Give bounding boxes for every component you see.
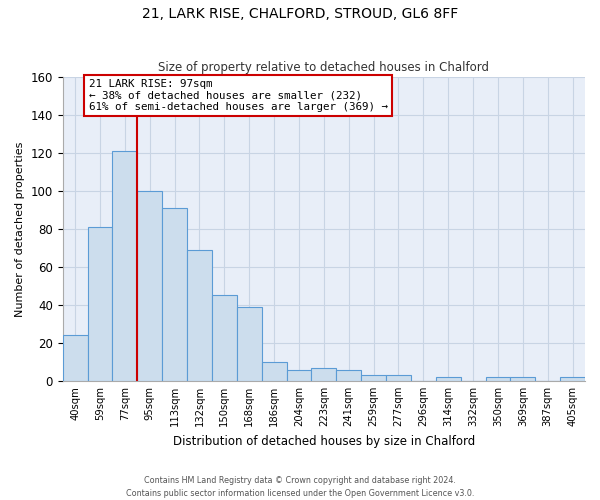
Text: 21 LARK RISE: 97sqm
← 38% of detached houses are smaller (232)
61% of semi-detac: 21 LARK RISE: 97sqm ← 38% of detached ho… <box>89 79 388 112</box>
Y-axis label: Number of detached properties: Number of detached properties <box>15 142 25 316</box>
Bar <box>361 375 386 381</box>
Text: 21, LARK RISE, CHALFORD, STROUD, GL6 8FF: 21, LARK RISE, CHALFORD, STROUD, GL6 8FF <box>142 8 458 22</box>
Bar <box>311 368 336 381</box>
Bar <box>511 377 535 381</box>
Bar <box>262 362 287 381</box>
Title: Size of property relative to detached houses in Chalford: Size of property relative to detached ho… <box>158 62 490 74</box>
Bar <box>137 191 162 381</box>
Bar <box>237 307 262 381</box>
Bar <box>212 296 237 381</box>
Bar <box>287 370 311 381</box>
Bar <box>162 208 187 381</box>
Bar <box>485 377 511 381</box>
X-axis label: Distribution of detached houses by size in Chalford: Distribution of detached houses by size … <box>173 434 475 448</box>
Bar <box>62 336 88 381</box>
Bar <box>187 250 212 381</box>
Bar <box>560 377 585 381</box>
Bar <box>88 227 112 381</box>
Bar <box>336 370 361 381</box>
Bar <box>112 151 137 381</box>
Bar <box>386 375 411 381</box>
Bar <box>436 377 461 381</box>
Text: Contains HM Land Registry data © Crown copyright and database right 2024.
Contai: Contains HM Land Registry data © Crown c… <box>126 476 474 498</box>
